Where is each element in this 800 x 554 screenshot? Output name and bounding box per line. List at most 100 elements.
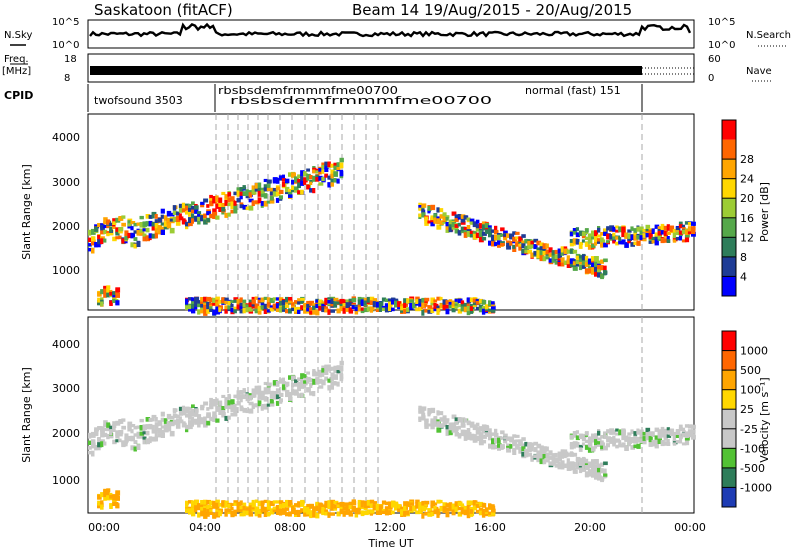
velocity-cell-469: [266, 500, 271, 506]
power-cell-893: [439, 303, 443, 308]
power-cell-1233: [581, 239, 585, 243]
velocity-cell-444: [260, 395, 264, 401]
velocity-cell-156: [160, 429, 165, 436]
velocity-cell-896: [442, 423, 447, 427]
velocity-cell-213: [188, 508, 192, 513]
velocity-cell-517: [281, 508, 287, 513]
velocity-cell-380: [239, 508, 243, 512]
power-cell-188: [178, 203, 183, 208]
power-cell-359: [233, 297, 239, 301]
power-cell-714: [348, 298, 353, 304]
power-cell-216: [191, 205, 196, 212]
velocity-cell-1214: [575, 442, 580, 447]
power-cell-964: [463, 226, 469, 230]
power-cell-1165: [557, 258, 561, 263]
power-cell-328: [224, 194, 229, 199]
power-cell-392: [245, 194, 250, 199]
velocity-cell-922: [448, 507, 453, 512]
power-cell-883: [436, 296, 441, 301]
power-cell-976: [466, 309, 471, 316]
power-colorbar-swatch-6: [722, 159, 736, 179]
velocity-cell-1366: [642, 431, 647, 436]
power-cell-138: [148, 214, 153, 219]
velocity-cell-274: [209, 397, 213, 402]
power-cell-207: [188, 203, 193, 208]
power-cell-1025: [481, 236, 487, 241]
power-cell-1103: [518, 246, 522, 251]
power-cell-882: [436, 305, 440, 309]
velocity-cell-623: [315, 503, 319, 510]
power-cell-757: [375, 307, 380, 312]
power-cell-1408: [666, 231, 672, 235]
power-cell-890: [439, 220, 444, 225]
power-cell-1428: [678, 224, 683, 229]
power-cell-584: [303, 307, 308, 310]
velocity-cell-203: [185, 501, 189, 508]
cpid-program-1: twofsound 3503: [94, 94, 183, 107]
power-cell-598: [309, 175, 313, 180]
velocity-cell-1424: [675, 429, 681, 434]
velocity-cell-1293: [600, 445, 604, 450]
nave-label: Nave: [746, 66, 772, 77]
velocity-cell-1017: [478, 507, 484, 513]
velocity-cell-341: [227, 503, 231, 509]
velocity-cell-648: [324, 377, 328, 381]
power-cell-588: [306, 168, 310, 172]
velocity-cell-194: [181, 421, 186, 427]
power-cell-454: [263, 187, 269, 192]
power-cell-509: [281, 174, 285, 180]
velocity-cell-650: [324, 367, 329, 372]
velocity-cell-1258: [591, 459, 596, 464]
velocity-cell-1179: [563, 451, 569, 458]
velocity-cell-1168: [557, 464, 562, 470]
power-cell-1129: [533, 244, 538, 250]
power-cell-17: [97, 241, 101, 248]
power-cell-453: [263, 193, 268, 199]
cpid-overlap-text-bottom: rbsbsdemfrmmmfme00700: [230, 94, 492, 107]
power-cell-859: [430, 221, 435, 227]
power-cell-948: [457, 303, 462, 308]
velocity-cell-207: [188, 406, 193, 411]
power-cell-728: [357, 304, 362, 308]
velocity-cell-44: [103, 497, 107, 501]
power-cell-1434: [681, 239, 687, 243]
velocity-cell-1124: [530, 455, 534, 461]
velocity-cell-1436: [684, 424, 690, 428]
velocity-cell-1427: [678, 438, 683, 444]
velocity-cell-867: [430, 500, 435, 506]
velocity-cell-357: [233, 394, 238, 399]
velocity-cell-279: [209, 505, 213, 510]
power-cell-468: [266, 301, 271, 307]
power-cell-102: [127, 220, 131, 225]
velocity-cell-24: [97, 500, 101, 506]
power-cell-616: [312, 309, 316, 315]
power-cell-489: [275, 197, 280, 203]
power-cell-274: [209, 194, 213, 199]
power-cell-150: [157, 230, 162, 235]
velocity-cell-1112: [524, 452, 529, 457]
velocity-cell-1304: [603, 434, 607, 439]
power-cell-1127: [533, 251, 537, 256]
power-cell-89: [118, 235, 122, 240]
velocity-cell-241: [197, 505, 201, 511]
power-cell-352: [230, 307, 234, 313]
power-cell-172: [169, 218, 173, 222]
x-axis: 00:00 04:00 08:00 12:00 16:00 20:00 00:0…: [88, 521, 706, 550]
power-cell-25: [100, 236, 105, 240]
power-cell-14: [94, 226, 99, 232]
power-cell-1275: [597, 269, 601, 274]
velocity-cell-1222: [578, 444, 584, 448]
velocity-cell-824: [418, 410, 423, 414]
power-cell-735: [360, 307, 364, 311]
velocity-cell-871: [433, 417, 437, 423]
velocity-cell-19: [97, 442, 102, 448]
velocity-cell-1133: [536, 453, 541, 457]
power-cell-1243: [584, 228, 589, 233]
velocity-cell-1267: [594, 464, 599, 471]
velocity-cell-78: [115, 439, 119, 443]
velocity-cell-31: [100, 500, 104, 504]
velocity-cell-753: [372, 501, 377, 505]
velocity-cell-1193: [569, 442, 575, 446]
power-cell-1415: [672, 229, 677, 235]
power-heatmap: [88, 157, 696, 316]
